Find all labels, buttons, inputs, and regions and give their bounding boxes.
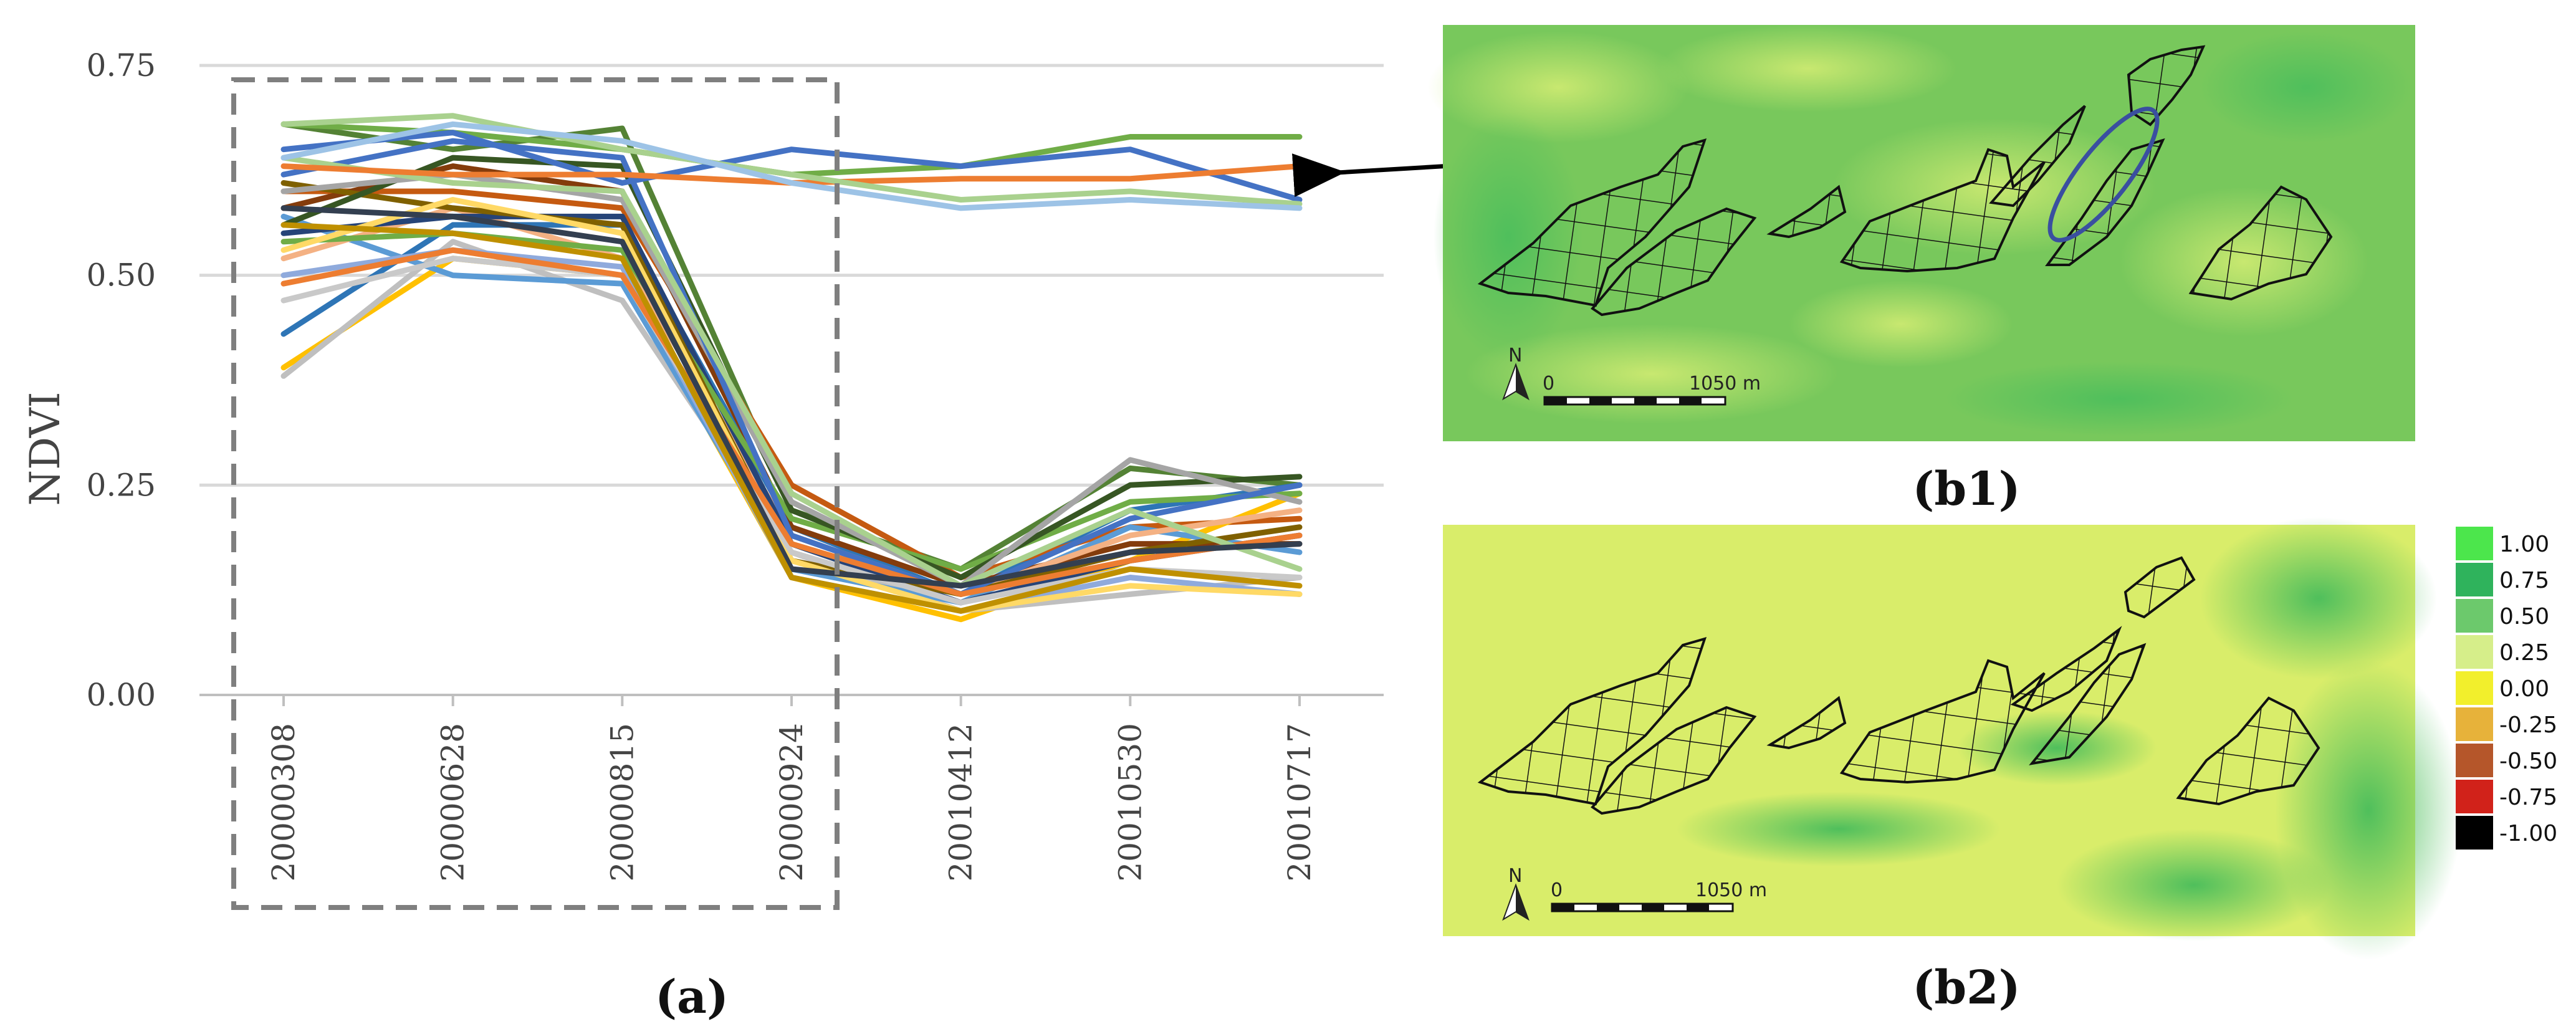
- y-tick-label: 0.75: [87, 47, 156, 84]
- map-b1-scale-bar: 0 1050 m: [1543, 373, 1761, 406]
- panel-label-b1: (b1): [1912, 462, 2020, 516]
- series-line-burned-17: [280, 138, 1303, 597]
- legend-swatch: [2456, 816, 2493, 850]
- legend-label: 0.00: [2499, 676, 2549, 702]
- legend-label: 0.75: [2499, 568, 2549, 593]
- svg-text:N: N: [1508, 865, 1522, 887]
- x-tick-label: 20000308: [266, 723, 302, 882]
- legend-label: 1.00: [2499, 532, 2549, 557]
- ndvi-color-legend: 1.00 0.75 0.50 0.25 0.00 -0.25 -0.50 -0.75 -1.00: [2456, 527, 2557, 850]
- legend-label: 0.50: [2499, 604, 2549, 629]
- map-b1: N 0 1050 m (b1): [1427, 25, 2415, 516]
- series-line-unburned-2: [280, 130, 1303, 203]
- legend-swatch: [2456, 527, 2493, 560]
- map-b2-scale-bar: 0 1050 m: [1551, 879, 1767, 912]
- legend-label: 0.25: [2499, 640, 2549, 666]
- svg-text:1050 m: 1050 m: [1689, 373, 1761, 395]
- series-lines: [280, 113, 1303, 623]
- svg-text:1050 m: 1050 m: [1695, 879, 1767, 901]
- legend-swatch: [2456, 635, 2493, 669]
- legend-swatch: [2456, 707, 2493, 741]
- panel-label-a: (a): [655, 970, 729, 1024]
- series-line-burned-18: [280, 247, 1303, 597]
- legend-swatch: [2456, 671, 2493, 705]
- svg-text:0: 0: [1551, 879, 1563, 901]
- series-line-unburned-4: [280, 113, 1303, 207]
- legend-swatch: [2456, 599, 2493, 633]
- legend-label: -0.25: [2499, 712, 2557, 738]
- svg-text:N: N: [1508, 345, 1522, 366]
- x-tick-label: 20010717: [1281, 723, 1318, 882]
- x-tick-label: 20010412: [943, 723, 979, 882]
- y-tick-label: 0.00: [87, 677, 156, 713]
- series-line-burned-14: [280, 155, 1303, 580]
- svg-text:0: 0: [1543, 373, 1554, 395]
- series-line-burned-20: [280, 205, 1303, 589]
- legend-swatch: [2456, 780, 2493, 813]
- series-line-burned-19: [280, 155, 1303, 589]
- legend-swatch: [2456, 744, 2493, 777]
- map-b1-burn-polygons: [1477, 45, 2333, 317]
- x-tick-label: 20010530: [1112, 723, 1148, 882]
- y-tick-labels: 0.00 0.25 0.50 0.75: [87, 47, 156, 713]
- map-b2: N 0 1050 m (b2): [1443, 517, 2462, 1015]
- x-tick-label: 20000924: [773, 723, 810, 882]
- map-b2-burn-polygons: [1477, 556, 2320, 815]
- x-tick-label: 20000628: [435, 723, 471, 882]
- series-line-burned-13: [280, 197, 1303, 614]
- y-axis-label: NDVI: [21, 391, 69, 505]
- legend-label: -0.75: [2499, 785, 2557, 810]
- x-tick-labels: 20000308 20000628 20000815 20000924 20010412…: [266, 695, 1318, 882]
- series-line-unburned-5: [280, 121, 1303, 211]
- ndvi-line-chart: 0.00 0.25 0.50 0.75 20000308 20000628 2000081…: [21, 47, 1384, 1024]
- panel-label-b2: (b2): [1912, 961, 2020, 1015]
- legend-label: -0.50: [2499, 749, 2557, 774]
- x-tick-label: 20000815: [604, 723, 640, 882]
- highlight-dashed-box: [231, 77, 840, 910]
- y-tick-label: 0.50: [87, 257, 156, 294]
- y-tick-label: 0.25: [87, 467, 156, 503]
- series-line-burned-21: [280, 222, 1303, 614]
- series-line-burned-6: [280, 163, 1303, 589]
- map-b2-north-arrow: N: [1502, 865, 1530, 921]
- map-b1-highlight-ellipse: [2047, 107, 2160, 242]
- legend-swatch: [2456, 563, 2493, 596]
- map-b1-north-arrow: N: [1502, 345, 1530, 401]
- legend-label: -1.00: [2499, 821, 2557, 846]
